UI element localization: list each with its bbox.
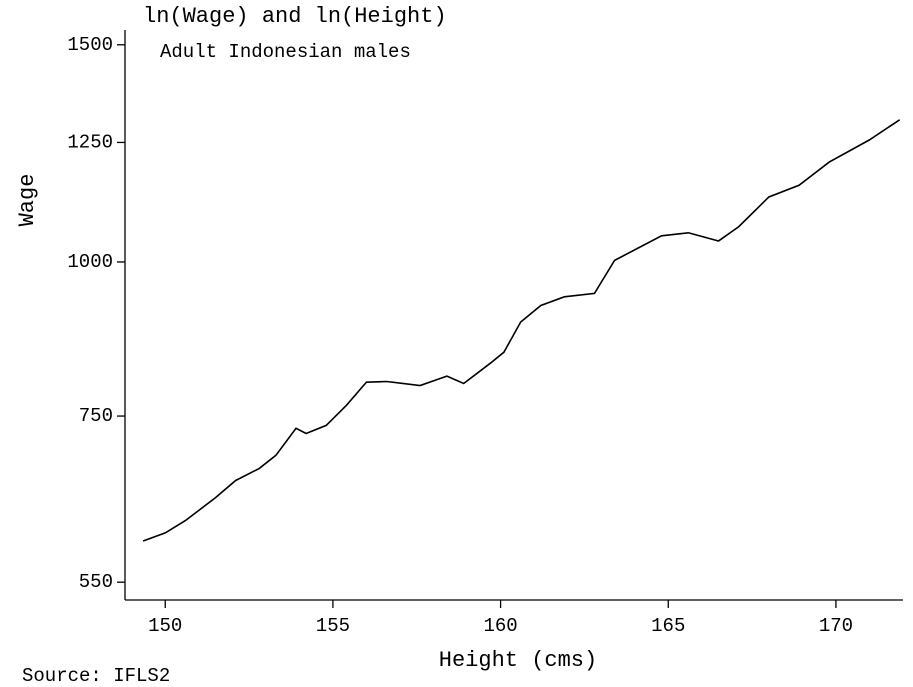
y-tick-label: 1500: [67, 34, 113, 56]
x-tick-label: 160: [483, 615, 517, 637]
x-tick-label: 165: [651, 615, 685, 637]
y-tick-label: 1250: [67, 131, 113, 153]
x-tick-label: 170: [819, 615, 853, 637]
x-axis-label: Height (cms): [439, 648, 597, 673]
y-tick-label: 550: [79, 571, 113, 593]
data-line: [142, 119, 901, 542]
source-note: Source: IFLS2: [22, 665, 170, 687]
chart-title: ln(Wage) and ln(Height): [143, 4, 447, 29]
y-tick-label: 1000: [67, 251, 113, 273]
chart-subtitle: Adult Indonesian males: [160, 41, 411, 63]
y-tick-label: 750: [79, 405, 113, 427]
x-tick-label: 150: [148, 615, 182, 637]
x-tick-label: 155: [316, 615, 350, 637]
y-axis-label: Wage: [15, 174, 40, 227]
